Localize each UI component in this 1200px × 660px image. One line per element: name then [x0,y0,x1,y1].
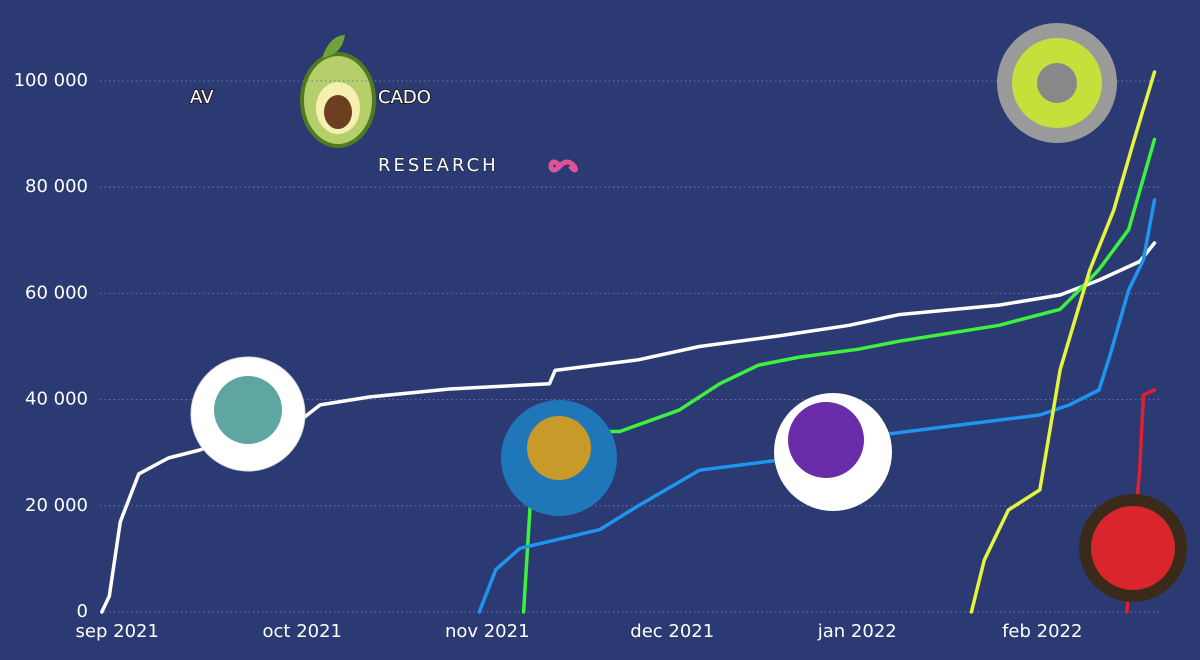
icon-robot-body [527,416,591,480]
x-tick-label: oct 2021 [263,621,343,642]
y-tick-label: 60 000 [25,282,88,303]
logo-subtitle: RESEARCH [378,155,499,176]
logo-right: CADO [378,87,431,108]
logo-left: AV [190,87,214,108]
logo-infinity [548,159,578,173]
icon-joker-face [214,376,282,444]
icon-flower-coin [1037,63,1077,103]
logo-avocado-seed [324,95,352,129]
series-line [477,198,1157,614]
lines [100,70,1157,614]
y-tick-label: 80 000 [25,176,88,197]
series-line [100,241,1157,614]
x-tick-label: sep 2021 [76,621,159,642]
x-tick-label: feb 2022 [1002,621,1082,642]
y-tick-label: 100 000 [14,70,88,91]
logo-leaf [322,35,345,58]
x-tick-label: dec 2021 [630,621,714,642]
series-line [521,137,1157,614]
icon-ghost-body [788,402,864,478]
y-tick-label: 0 [77,601,88,622]
icons [190,23,1187,602]
icon-medal-inner [1091,506,1175,590]
x-tick-label: jan 2022 [817,621,897,642]
x-tick-label: nov 2021 [445,621,530,642]
y-tick-label: 20 000 [25,495,88,516]
series-line [969,70,1157,614]
logo: AV CADO RESEARCH [189,35,578,177]
axes: 0 20 000 40 000 60 000 80 000 100 000 sep 2021… [14,70,1161,642]
y-tick-label: 40 000 [25,389,88,410]
